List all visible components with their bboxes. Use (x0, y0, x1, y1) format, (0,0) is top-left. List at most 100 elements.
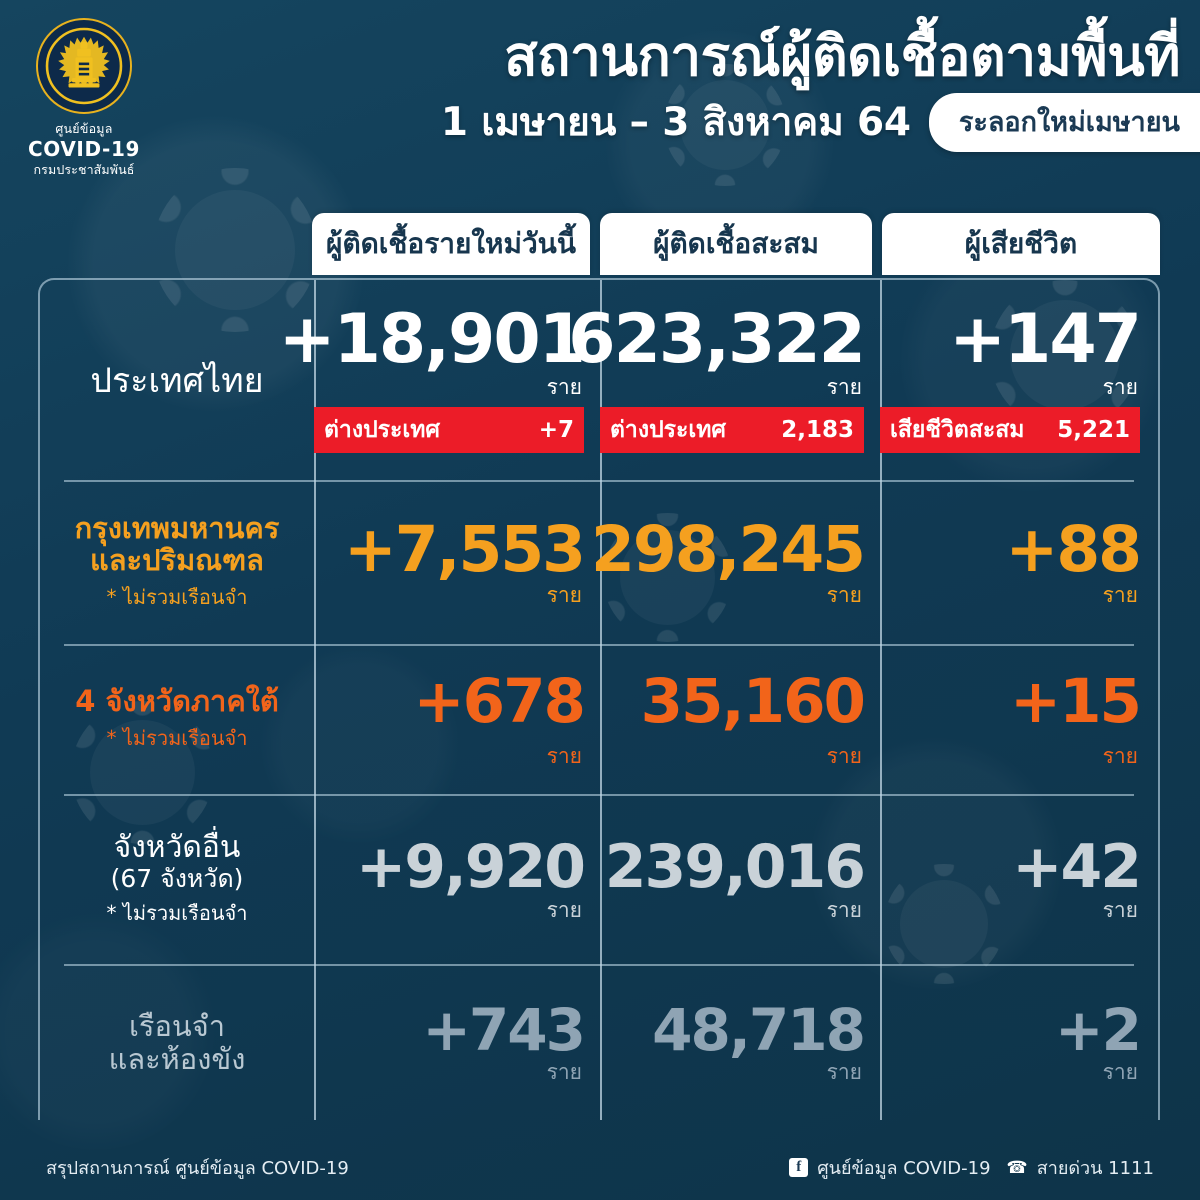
row-sublabel-text: และปริมณฑล (90, 542, 264, 577)
date-range: 1 เมษายน – 3 สิงหาคม 64 (440, 100, 911, 146)
virus-watermark (990, 280, 1140, 430)
value-total-cases: 35,160 (640, 666, 866, 738)
badge-foreign-new: ต่างประเทศ +7 (314, 406, 584, 453)
row-sublabel-text: (67 จังหวัด) (110, 863, 244, 893)
value-deaths: +42 (1012, 831, 1142, 902)
wave-badge: ระลอกใหม่เมษายน (928, 92, 1200, 152)
cell-total-cases: 623,322 ราย ต่างประเทศ 2,183 (568, 282, 880, 478)
cell-deaths: +147 ราย เสียชีวิตสะสม 5,221 (880, 282, 1162, 478)
cell-total-cases: 239,016 ราย (600, 796, 880, 964)
facebook-icon[interactable]: f (789, 1158, 809, 1177)
column-header-deaths: ผู้เสียชีวิต (882, 213, 1160, 275)
row-label-bangkok: กรุงเทพมหานคร และปริมณฑล * ไม่รวมเรือนจำ (40, 482, 314, 644)
badge-value: 2,183 (781, 416, 854, 443)
garuda-seal-icon (36, 18, 132, 114)
row-label-text: ประเทศไทย (90, 361, 264, 401)
virus-watermark (153, 168, 317, 332)
unit-label: ราย (826, 743, 862, 768)
logo-caption: ศูนย์ข้อมูล (55, 121, 113, 136)
row-sublabel-text: และห้องขัง (108, 1042, 246, 1076)
table-row: ประเทศไทย +18,901 ราย ต่างประเทศ +7 623,… (40, 282, 1158, 478)
data-table: ประเทศไทย +18,901 ราย ต่างประเทศ +7 623,… (38, 278, 1160, 1120)
value-deaths: +147 (949, 300, 1142, 380)
unit-label: ราย (546, 743, 582, 768)
value-deaths: +15 (1010, 666, 1142, 738)
value-new-cases: +678 (413, 666, 586, 738)
cell-new-cases: +678 ราย (314, 646, 600, 794)
unit-label: ราย (826, 898, 862, 923)
value-new-cases: +7,553 (343, 513, 586, 587)
row-note-text: * ไม่รวมเรือนจำ (106, 725, 248, 750)
unit-label: ราย (546, 582, 582, 607)
row-note-text: * ไม่รวมเรือนจำ (106, 900, 248, 925)
value-total-cases: 48,718 (652, 995, 866, 1064)
column-header-new-cases: ผู้ติดเชื้อรายใหม่วันนี้ (312, 213, 590, 275)
row-label-southern-provinces: 4 จังหวัดภาคใต้ * ไม่รวมเรือนจำ (40, 646, 314, 794)
logo-block: ศูนย์ข้อมูล COVID-19 กรมประชาสัมพันธ์ (14, 18, 154, 180)
value-deaths: +88 (1005, 513, 1142, 587)
row-label-text: กรุงเทพมหานคร (74, 511, 280, 546)
cell-new-cases: +7,553 ราย (314, 482, 600, 644)
hotline-label: สายด่วน 1111 (1036, 1158, 1154, 1179)
value-total-cases: 623,322 (568, 300, 866, 380)
column-divider (314, 280, 316, 1120)
badge-foreign-total: ต่างประเทศ 2,183 (600, 406, 864, 453)
unit-label: ราย (1102, 1060, 1138, 1085)
row-label-thailand: ประเทศไทย (40, 282, 314, 478)
unit-label: ราย (1102, 898, 1138, 923)
cell-total-cases: 35,160 ราย (600, 646, 880, 794)
badge-label: เสียชีวิตสะสม (890, 416, 1025, 443)
cell-total-cases: 48,718 ราย (600, 966, 880, 1120)
row-label-text: 4 จังหวัดภาคใต้ (75, 684, 279, 719)
subtitle-row: 1 เมษายน – 3 สิงหาคม 64 ระลอกใหม่เมษายน (330, 91, 1200, 153)
header: สถานการณ์ผู้ติดเชื้อตามพื้นที่ 1 เมษายน … (330, 24, 1200, 153)
unit-label: ราย (546, 374, 582, 399)
unit-label: ราย (546, 1060, 582, 1085)
value-new-cases: +18,901 (278, 300, 586, 380)
virus-watermark (663, 63, 787, 187)
row-divider (64, 480, 1134, 482)
cell-deaths: +42 ราย (880, 796, 1162, 964)
value-new-cases: +9,920 (355, 831, 586, 902)
column-divider (600, 280, 602, 1120)
logo-name: COVID-19 (28, 137, 140, 161)
unit-label: ราย (1102, 582, 1138, 607)
row-label-prisons: เรือนจำ และห้องขัง (40, 966, 314, 1120)
table-row: เรือนจำ และห้องขัง +743 ราย 48,718 ราย +… (40, 966, 1158, 1120)
table-row: กรุงเทพมหานคร และปริมณฑล * ไม่รวมเรือนจำ… (40, 482, 1158, 644)
facebook-page-label[interactable]: ศูนย์ข้อมูล COVID-19 (817, 1158, 991, 1179)
row-note-text: * ไม่รวมเรือนจำ (106, 584, 248, 609)
unit-label: ราย (1102, 374, 1138, 399)
row-label-other-provinces: จังหวัดอื่น (67 จังหวัด) * ไม่รวมเรือนจำ (40, 796, 314, 964)
footer: สรุปสถานการณ์ ศูนย์ข้อมูล COVID-19 f ศูน… (0, 1153, 1200, 1182)
badge-label: ต่างประเทศ (610, 416, 727, 443)
column-header-tabs: ผู้ติดเชื้อรายใหม่วันนี้ ผู้ติดเชื้อสะสม… (0, 213, 1200, 275)
value-total-cases: 239,016 (604, 831, 866, 902)
footer-contacts: f ศูนย์ข้อมูล COVID-19 ☎ สายด่วน 1111 (789, 1153, 1154, 1182)
logo-department: กรมประชาสัมพันธ์ (33, 162, 135, 177)
value-new-cases: +743 (422, 995, 586, 1064)
column-divider (880, 280, 882, 1120)
unit-label: ราย (1102, 743, 1138, 768)
value-deaths: +2 (1055, 995, 1142, 1064)
cell-deaths: +15 ราย (880, 646, 1162, 794)
row-divider (64, 794, 1134, 796)
unit-label: ราย (826, 1060, 862, 1085)
badge-label: ต่างประเทศ (324, 416, 441, 443)
cell-new-cases: +18,901 ราย ต่างประเทศ +7 (279, 282, 600, 478)
virus-watermark (602, 512, 733, 643)
row-divider (64, 644, 1134, 646)
badge-value: +7 (538, 416, 574, 443)
badge-value: 5,221 (1057, 416, 1130, 443)
table-row: 4 จังหวัดภาคใต้ * ไม่รวมเรือนจำ +678 ราย… (40, 646, 1158, 794)
unit-label: ราย (826, 374, 862, 399)
row-label-text: เรือนจำ (128, 1008, 225, 1043)
cell-new-cases: +743 ราย (314, 966, 600, 1120)
cell-deaths: +2 ราย (880, 966, 1162, 1120)
row-label-text: จังหวัดอื่น (113, 830, 241, 866)
row-divider (64, 964, 1134, 966)
page-title: สถานการณ์ผู้ติดเชื้อตามพื้นที่ (504, 24, 1180, 88)
unit-label: ราย (826, 582, 862, 607)
cell-total-cases: 298,245 ราย (591, 482, 880, 644)
